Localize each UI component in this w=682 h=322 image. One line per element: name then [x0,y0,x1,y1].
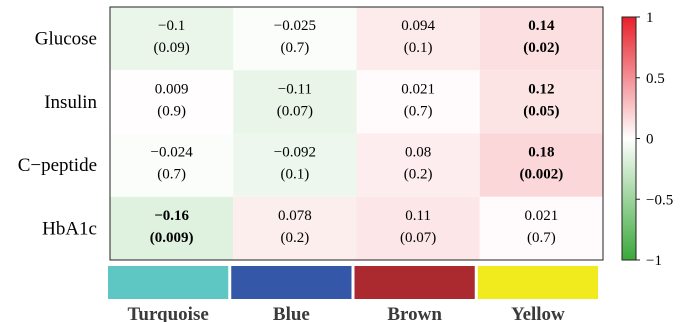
colorbar-tick-label: 1 [646,10,654,26]
cell-value-label: −0.1 [158,18,185,34]
cell-value-label: −0.024 [151,145,194,161]
cell-pvalue-label: (0.07) [400,230,436,246]
cell-value-label: 0.08 [405,145,431,161]
cell-value-label: 0.11 [405,208,431,224]
column-label: Brown [387,304,442,322]
row-labels: Glucose Insulin C−peptide HbA1c [18,29,98,240]
cell-pvalue-label: (0.7) [157,167,186,183]
heatmap-cell [479,133,603,197]
heatmap-cell [479,196,603,260]
cell-pvalue-label: (0.1) [404,40,433,56]
cell-value-label: 0.078 [278,208,312,224]
cell-pvalue-label: (0.05) [523,103,559,119]
heatmap-cell [110,70,234,134]
cell-value-label: 0.18 [528,145,554,161]
module-color-bar [477,266,598,299]
column-label: Blue [273,304,310,322]
heatmap-cell [110,133,234,197]
cell-value-label: −0.16 [154,208,189,224]
cell-value-label: 0.009 [155,81,189,97]
cell-pvalue-label: (0.09) [154,40,190,56]
heatmap-cell [479,7,603,71]
colorbar-tick-label: 0 [646,132,654,148]
cell-pvalue-label: (0.02) [523,40,559,56]
column-label: Yellow [511,304,565,322]
cell-pvalue-label: (0.002) [520,167,564,183]
colorbar-gradient [621,16,637,261]
cell-value-label: −0.025 [274,18,316,34]
heatmap-cells: −0.1 (0.09) −0.025 (0.7) 0.094 (0.1) 0.14 (0.02… [110,7,603,260]
heatmap-cell [356,7,480,71]
colorbar-tick-label: −1 [646,253,662,269]
cell-pvalue-label: (0.2) [404,167,433,183]
heatmap-cell [110,196,234,260]
cell-value-label: 0.12 [528,81,554,97]
heatmap-cell [356,70,480,134]
module-color-bar [354,266,475,299]
heatmap-border [109,6,604,261]
heatmap-cell [233,133,357,197]
cell-value-label: 0.094 [401,18,435,34]
cell-pvalue-label: (0.2) [281,230,310,246]
column-label: Turquoise [127,304,208,322]
module-color-bar [231,266,352,299]
cell-pvalue-label: (0.1) [281,167,310,183]
cell-pvalue-label: (0.07) [277,103,313,119]
cell-pvalue-label: (0.009) [150,230,194,246]
heatmap-cell [356,196,480,260]
cell-pvalue-label: (0.7) [404,103,433,119]
cell-value-label: −0.092 [274,145,316,161]
row-label: HbA1c [42,218,97,239]
cell-pvalue-label: (0.9) [157,103,186,119]
heatmap-cell [233,196,357,260]
colorbar: 1 0.5 0 −0.5 −1 [621,10,673,269]
heatmap-cell [356,133,480,197]
cell-value-label: −0.11 [278,81,312,97]
cell-value-label: 0.14 [528,18,555,34]
row-label: Insulin [44,92,97,113]
cell-value-label: 0.021 [525,208,559,224]
cell-pvalue-label: (0.7) [527,230,556,246]
heatmap-cell [233,7,357,71]
module-color-bar [108,266,229,299]
cell-value-label: 0.021 [401,81,435,97]
colorbar-tick-label: 0.5 [646,71,665,87]
row-label: C−peptide [18,155,97,176]
heatmap-cell [479,70,603,134]
cell-pvalue-label: (0.7) [281,40,310,56]
heatmap-cell [233,70,357,134]
heatmap-cell [110,7,234,71]
row-label: Glucose [35,29,97,50]
module-color-bars: Turquoise Blue Brown Yellow [108,266,598,322]
colorbar-tick-label: −0.5 [646,192,673,208]
